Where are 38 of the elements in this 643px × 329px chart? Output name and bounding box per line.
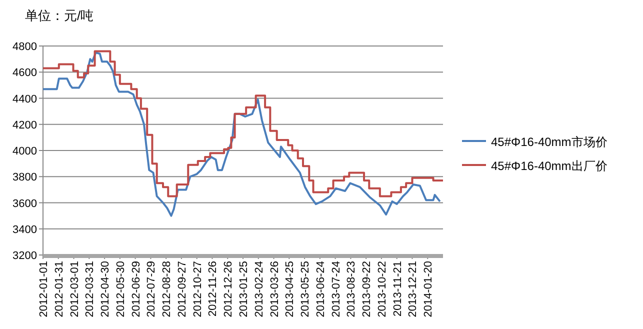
x-tick-label: 2014-01-20 xyxy=(422,261,435,318)
x-tick-label: 2013-05-25 xyxy=(300,261,312,318)
x-tick-label: 2012-01-31 xyxy=(53,261,66,318)
x-tick-label: 2013-03-26 xyxy=(268,261,281,318)
x-tick-label: 2013-08-23 xyxy=(346,261,358,318)
x-tick-label: 2012-05-30 xyxy=(114,261,127,318)
legend-label: 45#Φ16-40mm市场价 xyxy=(491,135,608,149)
y-tick-label: 3200 xyxy=(12,250,37,262)
y-tick-label: 4000 xyxy=(12,146,37,158)
chart-title: 单位：元/吨 xyxy=(25,8,94,23)
y-tick-label: 3600 xyxy=(12,198,37,210)
x-tick-label: 2012-07-29 xyxy=(146,261,158,318)
x-tick-label: 2012-03-01 xyxy=(68,261,81,318)
x-tick-label: 2013-11-21 xyxy=(392,261,404,316)
x-tick-label: 2012-01-01 xyxy=(38,261,50,318)
y-tick-label: 4400 xyxy=(12,93,37,106)
y-tick-label: 3800 xyxy=(12,172,37,184)
y-tick-label: 4600 xyxy=(12,67,37,80)
x-tick-label: 2013-01-25 xyxy=(238,261,250,318)
x-tick-label: 2013-10-22 xyxy=(376,261,388,318)
x-tick-label: 2013-07-24 xyxy=(330,261,342,318)
x-tick-label: 2012-09-27 xyxy=(176,261,188,318)
legend-label: 45#Φ16-40mm出厂价 xyxy=(491,159,608,173)
x-tick-label: 2013-12-21 xyxy=(407,261,420,318)
x-tick-label: 2012-10-27 xyxy=(192,261,204,318)
x-tick-label: 2013-06-24 xyxy=(314,261,327,318)
x-tick-label: 2012-12-26 xyxy=(222,261,235,318)
y-tick-label: 4800 xyxy=(12,41,37,53)
x-tick-label: 2013-04-25 xyxy=(284,261,296,318)
x-tick-label: 2012-11-26 xyxy=(207,261,220,316)
x-tick-label: 2013-02-24 xyxy=(253,261,266,318)
x-tick-label: 2012-03-31 xyxy=(84,261,96,318)
y-tick-label: 4200 xyxy=(12,119,37,132)
x-tick-label: 2013-09-22 xyxy=(361,261,374,318)
y-tick-label: 3400 xyxy=(12,224,37,236)
x-tick-label: 2012-04-30 xyxy=(100,261,112,318)
x-tick-label: 2012-08-28 xyxy=(161,261,174,318)
x-tick-label: 2012-06-29 xyxy=(130,261,142,318)
